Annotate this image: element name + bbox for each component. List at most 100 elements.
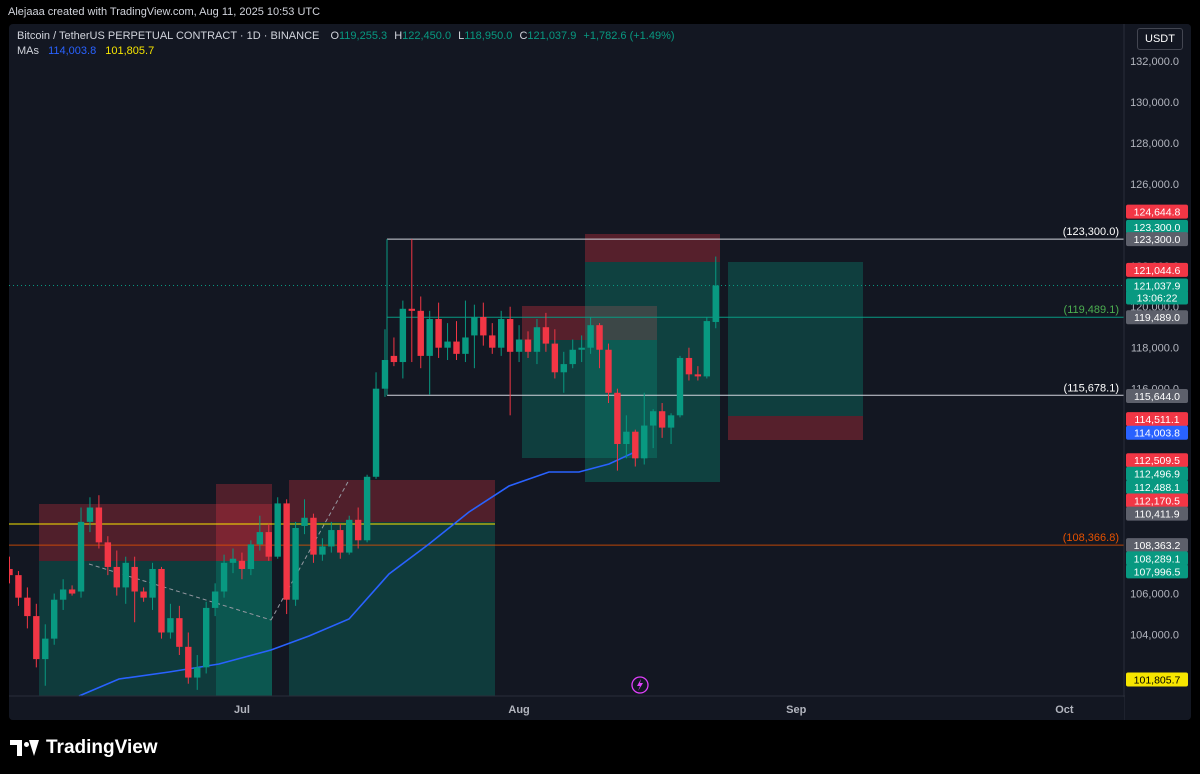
- level-label: (119,489.1): [1064, 304, 1119, 316]
- candle-body: [33, 616, 40, 660]
- event-marker-icon[interactable]: [631, 676, 649, 694]
- candle: [408, 239, 415, 363]
- position-zone: [728, 262, 863, 416]
- candle: [632, 429, 639, 467]
- open-label: O: [330, 30, 339, 42]
- price-tag: 121,044.6: [1126, 262, 1188, 277]
- candle: [59, 579, 67, 610]
- price-tag-label: 114,511.1: [1134, 414, 1179, 426]
- candle-body: [301, 517, 308, 526]
- candle: [694, 366, 702, 381]
- price-tag: 124,644.8: [1126, 204, 1188, 219]
- ohlc-legend: Bitcoin / TetherUS PERPETUAL CONTRACT · …: [17, 30, 679, 42]
- price-tag-box: [1126, 388, 1188, 403]
- tradingview-logo-icon: [10, 738, 40, 758]
- price-tag: 101,805.7: [1126, 672, 1188, 687]
- candle-body: [238, 560, 246, 569]
- price-tag-box: [1126, 493, 1188, 508]
- price-tag-label: 121,037.9: [1134, 280, 1181, 292]
- candle-body: [140, 591, 147, 598]
- candle: [274, 497, 281, 559]
- ma-label: MAs: [17, 45, 39, 57]
- level-label: (123,300.0): [1063, 226, 1119, 238]
- level-label: (115,678.1): [1064, 382, 1119, 394]
- candle-body: [15, 575, 22, 598]
- price-tag-box: [1126, 290, 1188, 305]
- candle-body: [587, 325, 594, 348]
- price-tag-label: 108,289.1: [1134, 553, 1181, 565]
- candle-body: [104, 542, 112, 567]
- price-axis: [1125, 24, 1191, 720]
- ma-legend[interactable]: MAs 114,003.8 101,805.7: [17, 45, 154, 57]
- candle-body: [569, 349, 576, 365]
- candle: [68, 585, 76, 596]
- candle-body: [328, 530, 335, 547]
- candle-body: [533, 327, 541, 352]
- candle: [569, 339, 576, 369]
- candle-body: [399, 308, 407, 363]
- candle-body: [435, 319, 442, 348]
- price-tag-box: [1126, 453, 1188, 468]
- price-tag-box: [1126, 262, 1188, 277]
- candle-body: [489, 335, 496, 348]
- candle: [480, 302, 487, 346]
- price-tag-box: [1126, 506, 1188, 521]
- tradingview-logo[interactable]: TradingView: [10, 736, 158, 760]
- candle-body: [354, 519, 362, 541]
- candle-body: [498, 319, 505, 348]
- high-label: H: [394, 30, 403, 42]
- candle-body: [453, 341, 460, 354]
- price-tag-box: [1126, 310, 1188, 325]
- price-tag-label: 13:06:22: [1137, 293, 1178, 305]
- candle-body: [185, 646, 192, 678]
- candle: [676, 355, 684, 418]
- chart-panel[interactable]: (123,300.0) (119,489.1) (115,678.1) (108,36…: [9, 24, 1191, 720]
- candle: [42, 624, 49, 686]
- candle-body: [676, 357, 684, 416]
- candle-body: [202, 607, 210, 668]
- price-tag-box: [1126, 480, 1188, 495]
- candle: [453, 321, 460, 360]
- price-tag-box: [1126, 278, 1188, 293]
- candle: [614, 388, 621, 471]
- candle: [194, 655, 201, 690]
- position-zone: [216, 484, 272, 561]
- candle: [399, 300, 407, 379]
- candle-body: [667, 415, 675, 428]
- price-tag-box: [1126, 466, 1188, 481]
- price-chart[interactable]: (123,300.0) (119,489.1) (115,678.1) (108,36…: [9, 24, 1191, 720]
- candle: [381, 329, 389, 397]
- candle: [149, 562, 156, 610]
- candle: [292, 521, 299, 606]
- candle-body: [42, 638, 49, 660]
- candle: [122, 556, 129, 604]
- candle-body: [462, 337, 469, 354]
- candle-body: [310, 517, 317, 555]
- candle-body: [390, 355, 398, 363]
- price-tag-box: [1126, 204, 1188, 219]
- symbol-title[interactable]: Bitcoin / TetherUS PERPETUAL CONTRACT · …: [17, 30, 320, 42]
- candle: [167, 603, 174, 639]
- price-tag-label: 123,300.0: [1134, 222, 1181, 234]
- price-tag-label: 112,509.5: [1134, 455, 1180, 467]
- attribution-bar: Alejaaa created with TradingView.com, Au…: [0, 0, 1200, 24]
- price-tag-label: 112,488.1: [1134, 482, 1180, 494]
- candle-body: [68, 589, 76, 594]
- candle: [426, 310, 433, 395]
- price-tick-label: 118,000.0: [1131, 343, 1179, 355]
- candle-body: [337, 530, 344, 553]
- event-marker-ring: [631, 676, 649, 694]
- candle: [462, 300, 469, 363]
- candle: [489, 323, 496, 354]
- candle-body: [372, 388, 380, 477]
- change-value: +1,782.6 (+1.49%): [583, 30, 675, 42]
- price-tag-label: 115,644.0: [1134, 391, 1180, 403]
- candle: [301, 499, 308, 535]
- candle: [328, 521, 335, 553]
- candle: [104, 536, 112, 576]
- candle-body: [283, 503, 290, 600]
- candle-body: [86, 507, 94, 522]
- candle-body: [292, 528, 299, 600]
- position-zone: [585, 262, 720, 482]
- currency-button[interactable]: USDT: [1137, 28, 1183, 50]
